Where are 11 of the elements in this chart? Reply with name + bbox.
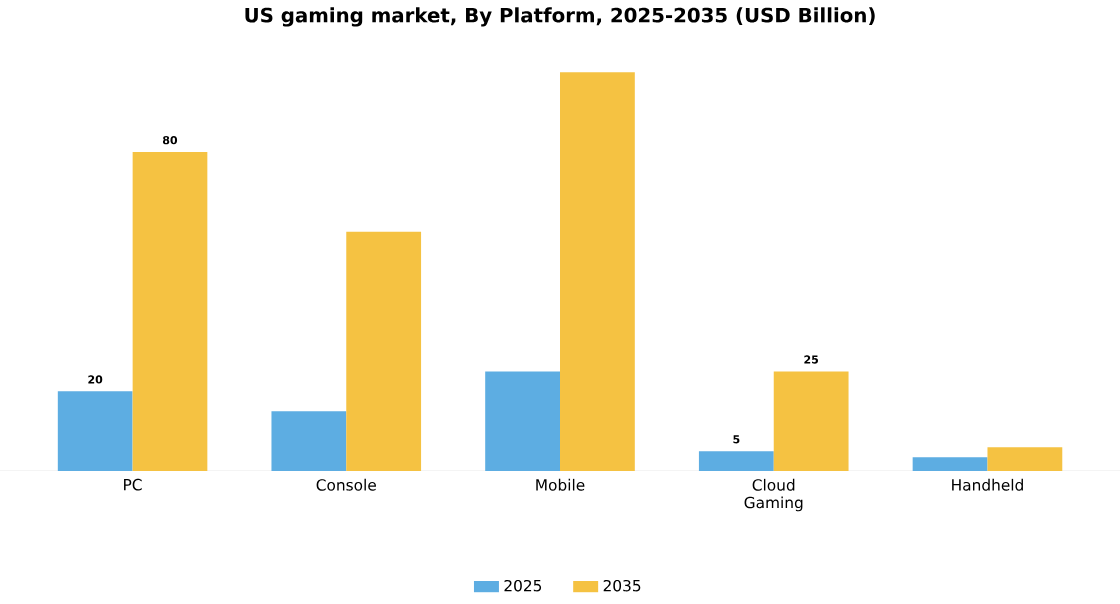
bar (987, 447, 1063, 472)
bar (485, 371, 560, 472)
bar (698, 451, 774, 472)
bar (560, 72, 635, 472)
bar (271, 411, 347, 472)
bar (57, 391, 133, 472)
bar (346, 232, 422, 472)
bar (773, 371, 849, 472)
bar (912, 457, 988, 472)
bar (132, 152, 208, 472)
chart-title: US gaming market, By Platform, 2025-2035 (USD Billion) (245, 7, 875, 27)
